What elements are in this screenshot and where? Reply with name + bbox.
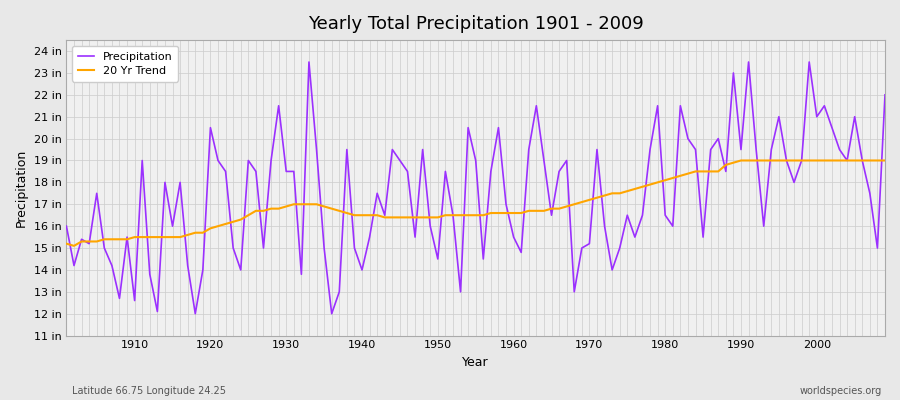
20 Yr Trend	[68, 244, 79, 248]
20 Yr Trend	[516, 211, 526, 216]
Y-axis label: Precipitation: Precipitation	[15, 149, 28, 227]
Legend: Precipitation, 20 Yr Trend: Precipitation, 20 Yr Trend	[72, 46, 178, 82]
Text: Latitude 66.75 Longitude 24.25: Latitude 66.75 Longitude 24.25	[72, 386, 226, 396]
Title: Yearly Total Precipitation 1901 - 2009: Yearly Total Precipitation 1901 - 2009	[308, 15, 644, 33]
20 Yr Trend	[296, 202, 307, 207]
20 Yr Trend	[879, 158, 890, 163]
20 Yr Trend	[341, 211, 352, 216]
Precipitation	[190, 311, 201, 316]
Line: 20 Yr Trend: 20 Yr Trend	[67, 160, 885, 246]
X-axis label: Year: Year	[463, 356, 489, 369]
20 Yr Trend	[130, 235, 140, 240]
Precipitation	[516, 250, 526, 255]
Precipitation	[296, 272, 307, 277]
Precipitation	[615, 246, 626, 250]
20 Yr Trend	[735, 158, 746, 163]
20 Yr Trend	[61, 241, 72, 246]
Precipitation	[349, 246, 360, 250]
Text: worldspecies.org: worldspecies.org	[800, 386, 882, 396]
20 Yr Trend	[508, 211, 519, 216]
Precipitation	[303, 60, 314, 64]
Precipitation	[524, 147, 535, 152]
Precipitation	[122, 235, 132, 240]
20 Yr Trend	[607, 191, 617, 196]
Precipitation	[61, 224, 72, 228]
Precipitation	[879, 92, 890, 97]
Line: Precipitation: Precipitation	[67, 62, 885, 314]
